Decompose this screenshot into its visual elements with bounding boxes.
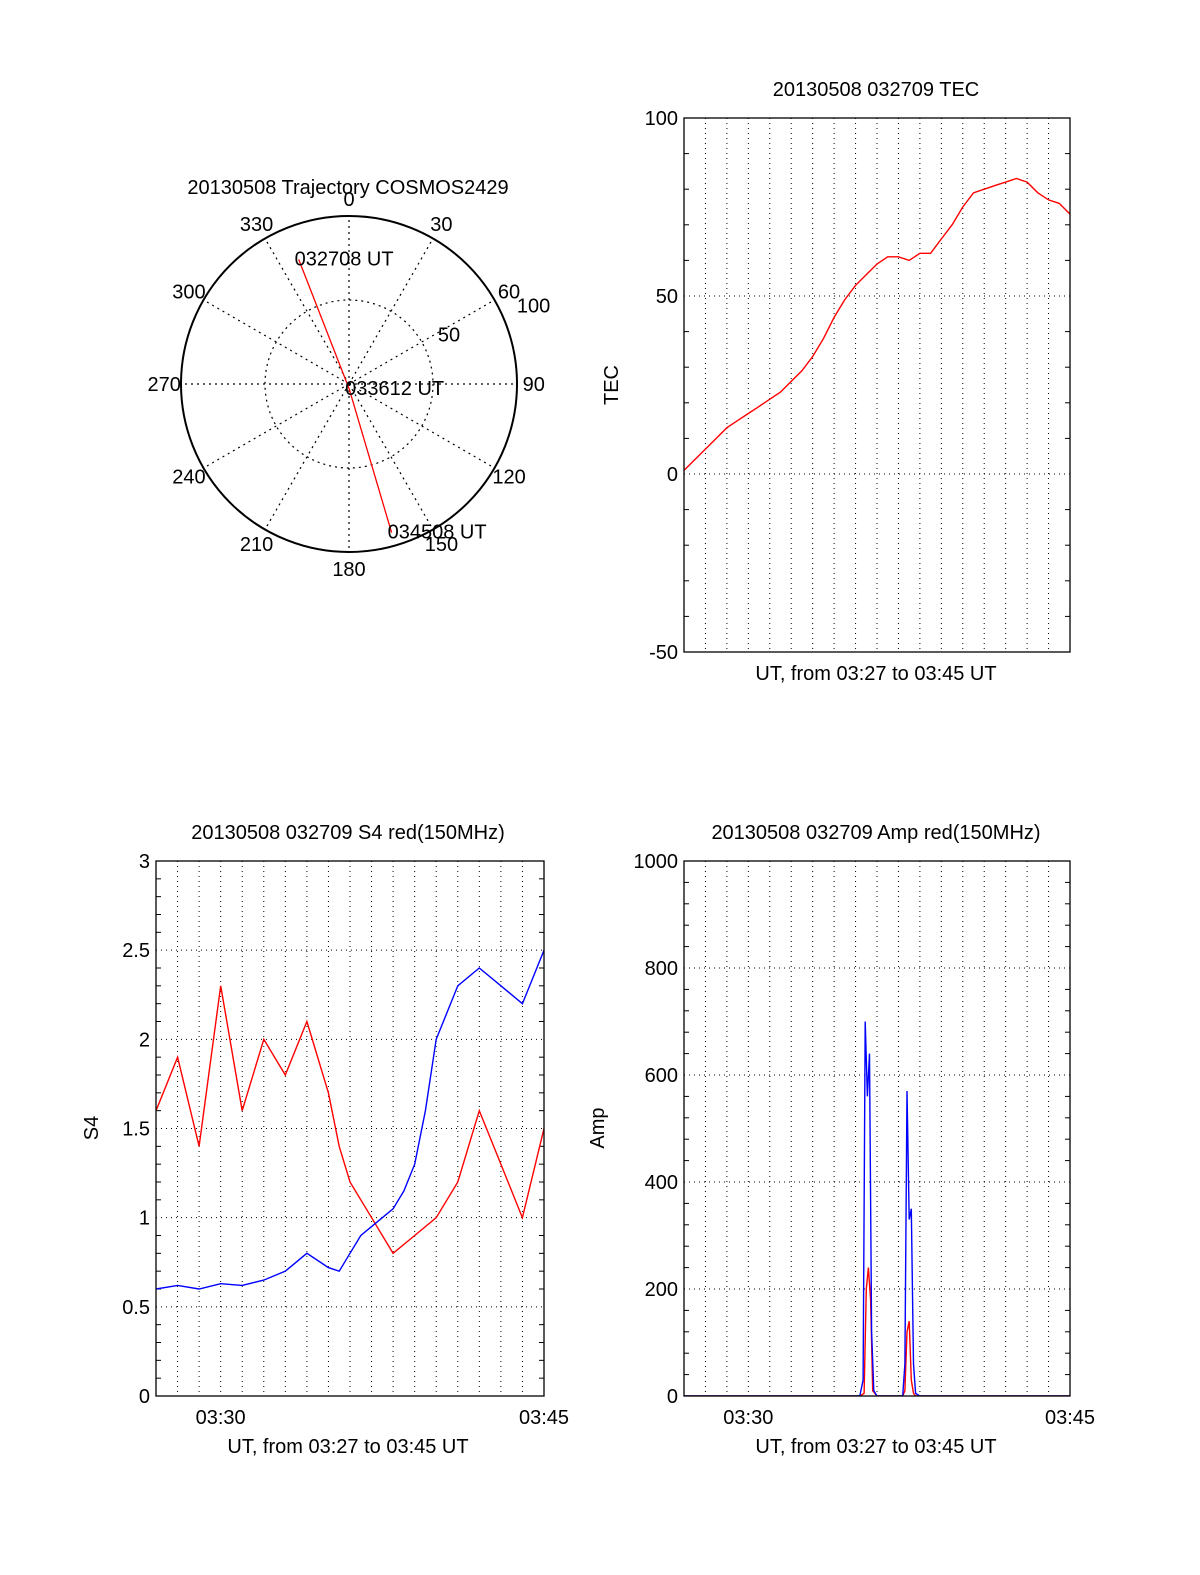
amp-series-red <box>684 1267 1070 1396</box>
s4-frame <box>155 860 545 1397</box>
polar-annotations: 032708 UT 033612 UT 034508 UT <box>295 248 487 543</box>
trajectory-line <box>298 259 393 533</box>
tec-ytick-label: 0 <box>667 464 678 486</box>
s4-ytick-label: 1.5 <box>122 1119 150 1141</box>
amp-xtick-label: 03:30 <box>723 1407 773 1429</box>
polar-spoke-150 <box>348 383 434 530</box>
tec-xlabel: UT, from 03:27 to 03:45 UT <box>755 663 996 685</box>
polar-spoke-120 <box>348 383 495 469</box>
polar-outer-ring <box>180 215 518 553</box>
polar-azimuth-label-330: 330 <box>240 214 273 236</box>
polar-radial-tick-labels: 50 100 <box>438 296 550 347</box>
amp-ytick-label: 1000 <box>634 851 679 873</box>
polar-grid <box>180 215 518 553</box>
polar-azimuth-label-180: 180 <box>332 559 365 581</box>
polar-azimuth-label-150: 150 <box>425 534 458 556</box>
polar-azimuth-label-240: 240 <box>172 466 205 488</box>
tec-ytick-label: -50 <box>649 642 678 664</box>
polar-radial-label-50: 50 <box>438 324 460 346</box>
polar-azimuth-label-60: 60 <box>498 282 520 304</box>
s4-xlabel: UT, from 03:27 to 03:45 UT <box>227 1436 468 1458</box>
amp-ytick-label: 600 <box>645 1065 678 1087</box>
amp-panel: 20130508 032709 Amp red(150MHz) UT, from… <box>587 822 1095 1458</box>
polar-azimuth-label-270: 270 <box>148 374 181 396</box>
amp-frame <box>683 860 1071 1397</box>
tec-frame <box>683 117 1071 653</box>
s4-ytick-label: 2 <box>139 1029 150 1051</box>
amp-series-blue <box>684 1021 1070 1396</box>
s4-ytick-label: 0.5 <box>122 1297 150 1319</box>
s4-panel: 20130508 032709 S4 red(150MHz) UT, from … <box>81 822 569 1458</box>
amp-ytick-label: 800 <box>645 958 678 980</box>
amp-title: 20130508 032709 Amp red(150MHz) <box>711 822 1040 844</box>
tec-ytick-label: 50 <box>656 286 678 308</box>
tec-ylabel: TEC <box>601 365 623 405</box>
s4-ytick-label: 0 <box>139 1386 150 1408</box>
polar-azimuth-labels: 0 30 60 90 120 150 180 210 240 270 300 330 <box>148 189 545 581</box>
tec-panel: 20130508 032709 TEC UT, from 03:27 to 03… <box>601 79 1071 685</box>
s4-series-red <box>156 985 544 1255</box>
polar-spoke-210 <box>264 383 350 530</box>
trajectory-time-label: 033612 UT <box>345 378 444 400</box>
tec-series-red <box>684 177 1070 471</box>
trajectory-time-label: 034508 UT <box>388 522 487 544</box>
trajectory-time-label: 032708 UT <box>295 248 394 270</box>
amp-xlabel: UT, from 03:27 to 03:45 UT <box>755 1436 996 1458</box>
s4-ytick-label: 3 <box>139 851 150 873</box>
polar-spoke-60 <box>348 299 495 385</box>
s4-series-blue <box>156 949 544 1290</box>
amp-ytick-label: 0 <box>667 1386 678 1408</box>
polar-title: 20130508 Trajectory COSMOS2429 <box>187 177 508 199</box>
tec-ytick-label: 100 <box>645 108 678 130</box>
polar-trajectory-panel: 20130508 Trajectory COSMOS2429 0 30 60 90 12… <box>148 177 551 581</box>
s4-ytick-label: 1 <box>139 1208 150 1230</box>
s4-ylabel: S4 <box>81 1116 103 1140</box>
amp-ylabel: Amp <box>587 1107 609 1148</box>
polar-radial-label-100: 100 <box>517 296 550 318</box>
polar-spoke-330 <box>264 238 350 385</box>
amp-ytick-label: 200 <box>645 1279 678 1301</box>
amp-xtick-label: 03:45 <box>1045 1407 1095 1429</box>
polar-spoke-30 <box>348 238 434 385</box>
s4-xtick-label: 03:30 <box>196 1407 246 1429</box>
polar-trajectory <box>298 259 393 533</box>
polar-azimuth-label-120: 120 <box>492 466 525 488</box>
amp-ytick-label: 400 <box>645 1172 678 1194</box>
s4-ytick-label: 2.5 <box>122 940 150 962</box>
polar-spoke-300 <box>203 299 350 385</box>
polar-azimuth-label-0: 0 <box>343 189 354 211</box>
polar-azimuth-label-210: 210 <box>240 534 273 556</box>
tec-title: 20130508 032709 TEC <box>773 79 979 101</box>
polar-azimuth-label-90: 90 <box>523 374 545 396</box>
polar-azimuth-label-300: 300 <box>172 282 205 304</box>
polar-spoke-240 <box>203 383 350 469</box>
s4-xtick-label: 03:45 <box>519 1407 569 1429</box>
polar-azimuth-label-30: 30 <box>430 214 452 236</box>
s4-title: 20130508 032709 S4 red(150MHz) <box>191 822 505 844</box>
